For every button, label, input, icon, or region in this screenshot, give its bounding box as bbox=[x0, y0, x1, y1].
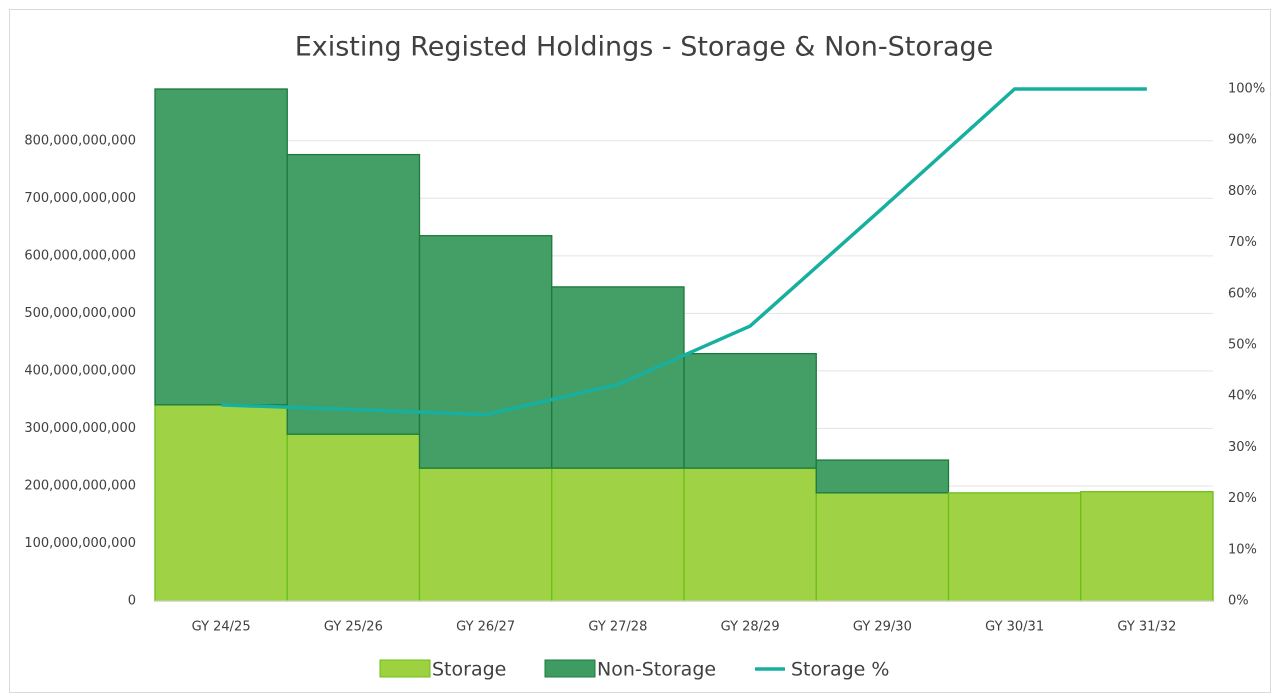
y2-tick-label: 30% bbox=[1228, 440, 1257, 455]
bar-segment bbox=[683, 352, 817, 469]
x-tick-label: GY 27/28 bbox=[588, 620, 647, 635]
y-tick-label: 500,000,000,000 bbox=[24, 306, 136, 321]
y-tick-label: 400,000,000,000 bbox=[24, 363, 136, 378]
legend-label: Storage bbox=[432, 659, 506, 681]
y2-tick-label: 10% bbox=[1228, 542, 1257, 557]
bar-segment bbox=[418, 467, 553, 602]
x-tick-label: GY 31/32 bbox=[1117, 620, 1176, 635]
bar-segment bbox=[418, 235, 553, 469]
x-tick-label: GY 28/29 bbox=[721, 620, 780, 635]
bar-segment bbox=[1080, 491, 1214, 602]
y-tick-label: 600,000,000,000 bbox=[24, 248, 136, 263]
bar-segment bbox=[154, 404, 288, 602]
y-tick-label: 300,000,000,000 bbox=[24, 421, 136, 436]
x-tick-label: GY 25/26 bbox=[324, 620, 383, 635]
x-tick-label: GY 24/25 bbox=[192, 620, 251, 635]
bar-segment bbox=[551, 467, 685, 602]
y2-tick-label: 90% bbox=[1228, 133, 1257, 148]
y2-tick-label: 70% bbox=[1228, 235, 1257, 250]
bar-segment bbox=[286, 153, 421, 435]
x-tick-label: GY 30/31 bbox=[985, 620, 1044, 635]
line-series bbox=[221, 87, 1147, 417]
y-tick-label: 800,000,000,000 bbox=[24, 133, 136, 148]
legend-label: Storage % bbox=[791, 659, 889, 681]
legend-swatch bbox=[544, 659, 596, 678]
bar-segment bbox=[286, 433, 421, 602]
chart-title: Existing Registed Holdings - Storage & N… bbox=[295, 32, 994, 63]
y2-tick-label: 50% bbox=[1228, 338, 1257, 353]
y2-tick-label: 0% bbox=[1228, 594, 1249, 609]
bar-segment bbox=[154, 88, 288, 406]
legend-swatch bbox=[379, 659, 431, 678]
bar-segment bbox=[551, 286, 685, 469]
bar-segment bbox=[947, 492, 1082, 602]
bar-segment bbox=[815, 459, 950, 494]
x-tick-label: GY 29/30 bbox=[853, 620, 912, 635]
y2-tick-label: 40% bbox=[1228, 389, 1257, 404]
legend-label: Non-Storage bbox=[597, 659, 716, 681]
y2-tick-label: 100% bbox=[1228, 82, 1265, 97]
bar-segment bbox=[683, 467, 817, 602]
bar-segment bbox=[815, 492, 950, 602]
x-tick-label: GY 26/27 bbox=[456, 620, 515, 635]
y-tick-label: 700,000,000,000 bbox=[24, 191, 136, 206]
y2-tick-label: 80% bbox=[1228, 184, 1257, 199]
y-tick-label: 100,000,000,000 bbox=[24, 536, 136, 551]
y2-tick-label: 60% bbox=[1228, 286, 1257, 301]
y2-tick-label: 20% bbox=[1228, 491, 1257, 506]
y-tick-label: 0 bbox=[128, 594, 136, 609]
y-tick-label: 200,000,000,000 bbox=[24, 478, 136, 493]
